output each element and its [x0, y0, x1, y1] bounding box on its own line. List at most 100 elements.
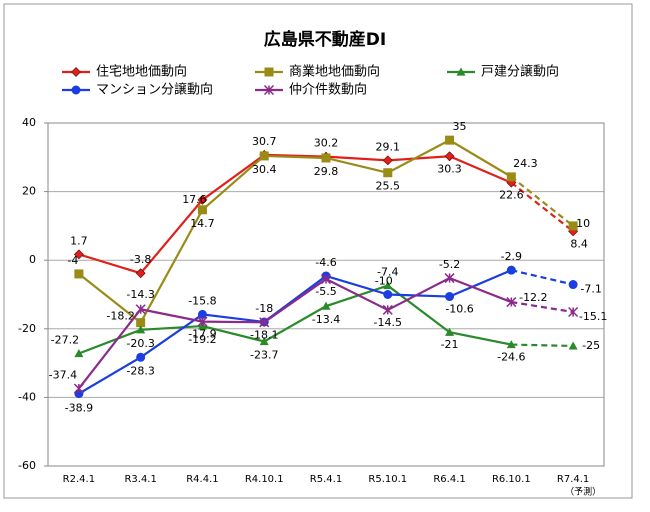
marker — [383, 281, 393, 290]
data-label: -12.2 — [519, 291, 547, 304]
series-line — [510, 181, 574, 233]
x-tick-label: R3.4.1 — [124, 474, 156, 485]
data-label: -27.2 — [51, 333, 79, 346]
series-line — [511, 300, 574, 314]
data-label: -2.9 — [501, 250, 522, 263]
data-label: -20.3 — [126, 337, 154, 350]
data-label: -25 — [582, 339, 600, 352]
marker — [73, 249, 84, 260]
legend-label: 住宅地地価動向 — [96, 64, 187, 80]
marker — [445, 292, 455, 302]
data-label: -19.2 — [188, 333, 216, 346]
data-label: -38.9 — [65, 402, 93, 415]
legend-label: 商業地地価動向 — [289, 64, 380, 80]
data-label: 35 — [453, 120, 467, 133]
y-tick-label: -20 — [18, 322, 36, 335]
marker — [74, 269, 84, 279]
marker — [263, 84, 275, 96]
data-label: -7.4 — [377, 266, 398, 279]
marker — [382, 155, 393, 166]
data-label: -23.7 — [250, 348, 278, 361]
marker — [71, 67, 81, 77]
data-label: 17.6 — [182, 193, 207, 206]
marker — [568, 280, 578, 290]
marker — [320, 274, 332, 285]
marker — [568, 221, 578, 231]
x-tick-label: R5.10.1 — [368, 474, 407, 485]
marker — [73, 383, 84, 394]
x-tick-label: R4.10.1 — [245, 474, 284, 485]
forecast-note: （予測） — [565, 486, 601, 498]
y-tick-label: 40 — [22, 116, 36, 129]
data-label: -18.2 — [106, 310, 134, 323]
marker — [197, 205, 207, 215]
data-label: -4 — [67, 254, 78, 267]
data-label: -24.6 — [497, 351, 525, 364]
marker — [136, 352, 146, 362]
marker — [383, 168, 393, 178]
data-label: -13.4 — [312, 313, 340, 326]
marker — [259, 336, 269, 346]
data-label: 30.2 — [314, 137, 339, 150]
marker — [445, 327, 455, 336]
x-tick-label: R5.4.1 — [310, 474, 342, 485]
marker — [136, 318, 146, 328]
marker — [135, 304, 146, 315]
marker — [444, 273, 455, 284]
marker — [445, 135, 455, 145]
marker — [74, 348, 84, 358]
data-label: 22.6 — [499, 189, 524, 202]
data-label: 29.1 — [376, 140, 401, 153]
data-label: -14.3 — [126, 288, 154, 301]
marker — [321, 301, 331, 310]
data-label: -10 — [375, 275, 393, 288]
series-line — [78, 138, 512, 325]
marker — [444, 151, 455, 162]
y-tick-label: -60 — [18, 459, 36, 472]
data-label: 30.7 — [252, 135, 277, 148]
data-label: -28.3 — [126, 364, 154, 377]
y-tick-label: 20 — [22, 185, 36, 198]
data-label: -5.5 — [315, 285, 336, 298]
marker — [259, 317, 270, 328]
marker — [321, 153, 331, 163]
data-label: -3.8 — [130, 253, 151, 266]
marker — [568, 306, 579, 318]
x-tick-label: R4.4.1 — [186, 474, 218, 485]
marker — [506, 340, 516, 349]
data-label: -14.5 — [374, 316, 402, 329]
series-line — [78, 276, 512, 390]
marker — [264, 67, 274, 77]
marker — [136, 325, 146, 334]
y-tick-label: 0 — [29, 253, 36, 266]
marker — [506, 172, 516, 182]
data-label: -18.1 — [250, 328, 278, 341]
chart-title: 広島県不動産DI — [264, 29, 386, 50]
marker — [259, 151, 269, 161]
plot-border — [47, 122, 605, 467]
marker — [506, 297, 517, 308]
series-line — [78, 269, 512, 395]
marker — [197, 316, 208, 327]
series-line — [78, 284, 512, 355]
series-line — [510, 175, 574, 227]
marker — [135, 268, 146, 279]
data-label: -15.1 — [579, 310, 607, 323]
data-label: 29.8 — [314, 165, 339, 178]
marker — [197, 309, 207, 319]
data-label: -7.1 — [580, 283, 601, 296]
x-tick-label: R2.4.1 — [63, 474, 95, 485]
legend-label: 仲介件数動向 — [289, 82, 367, 98]
data-label: -21 — [441, 338, 459, 351]
data-label: 30.3 — [437, 162, 462, 175]
frame — [3, 3, 633, 499]
marker — [382, 304, 393, 315]
marker — [456, 67, 466, 76]
data-label: 1.7 — [70, 234, 88, 247]
data-label: -15.8 — [188, 294, 216, 307]
legend-label: マンション分譲動向 — [96, 82, 213, 98]
data-label: -5.2 — [439, 258, 460, 271]
